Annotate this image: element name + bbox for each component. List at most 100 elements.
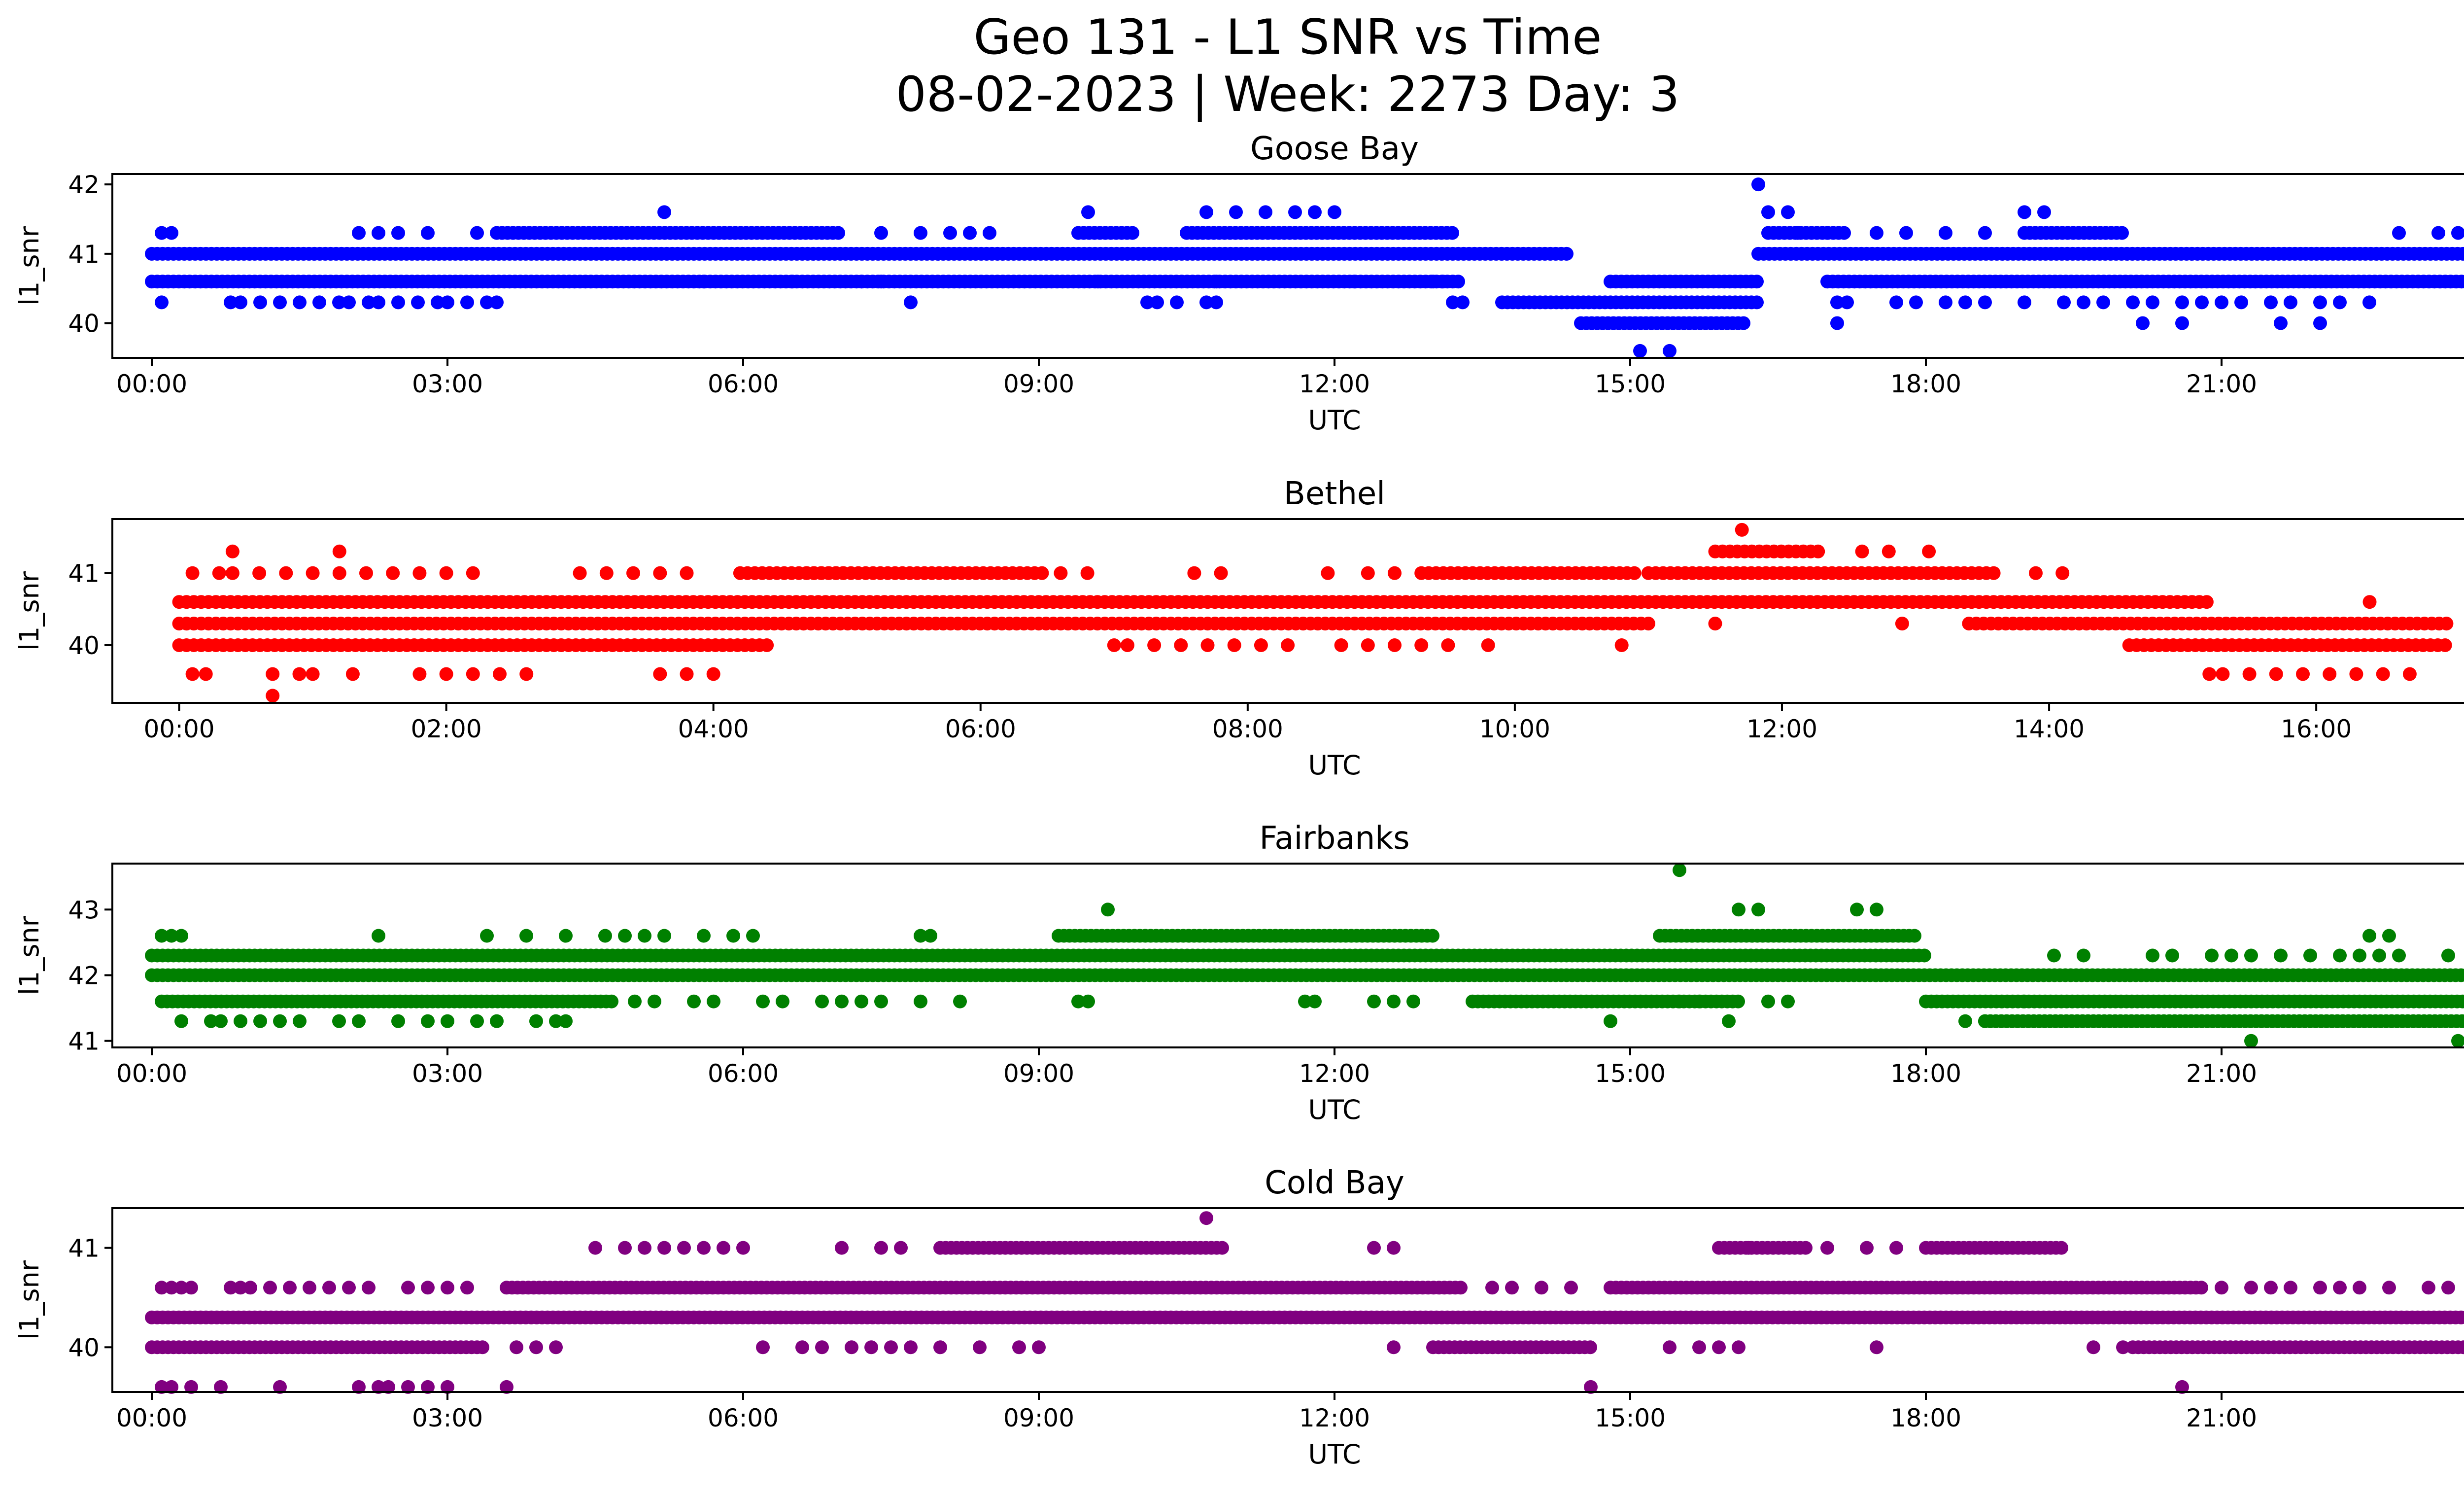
x-tick-label: 09:00 — [1003, 370, 1074, 398]
data-point — [1837, 226, 1851, 240]
data-point — [1692, 994, 1706, 1008]
data-point — [1889, 295, 1903, 310]
x-tick-label: 21:00 — [2186, 1059, 2257, 1088]
x-tick-label: 09:00 — [1003, 1059, 1074, 1088]
data-point — [466, 566, 480, 580]
data-point — [441, 1281, 454, 1295]
data-point — [2451, 226, 2464, 240]
data-point — [1732, 903, 1745, 917]
data-point — [1406, 994, 1420, 1008]
x-tick-label: 15:00 — [1595, 1404, 1666, 1432]
data-point — [1147, 638, 1162, 652]
data-point — [657, 205, 671, 219]
data-point — [2096, 295, 2110, 310]
x-tick-label: 12:00 — [1299, 1059, 1370, 1088]
data-point — [2313, 1281, 2327, 1295]
data-point — [303, 1281, 316, 1295]
data-point — [831, 226, 845, 240]
data-point — [2392, 226, 2406, 240]
data-point — [2333, 295, 2347, 310]
data-point — [372, 226, 385, 240]
data-point — [2362, 595, 2377, 609]
data-point — [1641, 617, 1655, 631]
data-point — [2244, 948, 2258, 963]
data-point — [174, 929, 188, 943]
data-point — [1441, 638, 1455, 652]
data-point — [706, 667, 720, 681]
data-point — [680, 566, 694, 580]
data-point — [225, 566, 240, 580]
data-point — [293, 1014, 307, 1028]
data-point — [1830, 316, 1844, 330]
data-point — [214, 1014, 228, 1028]
data-point — [1387, 1241, 1401, 1255]
y-tick-label: 41 — [68, 559, 100, 588]
data-point — [421, 1014, 435, 1028]
data-point — [1663, 344, 1677, 358]
data-point — [273, 295, 287, 310]
data-point — [1140, 295, 1154, 310]
data-point — [1054, 566, 1068, 580]
data-point — [2264, 1281, 2278, 1295]
data-point — [2146, 295, 2159, 310]
data-point — [638, 1241, 651, 1255]
data-point — [1387, 1340, 1401, 1355]
data-point — [2224, 948, 2238, 963]
data-point — [1732, 1340, 1745, 1355]
data-point — [266, 667, 280, 681]
data-point — [460, 1281, 474, 1295]
data-point — [638, 929, 651, 943]
data-point — [2333, 948, 2347, 963]
data-point — [2333, 1281, 2347, 1295]
data-point — [2382, 929, 2396, 943]
x-tick-label: 00:00 — [116, 1059, 187, 1088]
data-point — [1870, 226, 1883, 240]
data-point — [1361, 566, 1375, 580]
data-point — [470, 226, 484, 240]
data-point — [874, 994, 888, 1008]
data-point — [1870, 1340, 1883, 1355]
y-tick-label: 43 — [68, 896, 100, 924]
data-point — [1281, 638, 1295, 652]
panel-title: Bethel — [1284, 476, 1385, 512]
data-point — [835, 1241, 849, 1255]
data-point — [2362, 295, 2376, 310]
data-point — [466, 667, 480, 681]
data-point — [1909, 295, 1923, 310]
data-point — [1388, 638, 1402, 652]
data-point — [894, 1241, 908, 1255]
figure-title: Geo 131 - L1 SNR vs Time 08-02-2023 | We… — [0, 9, 2464, 123]
data-point — [1830, 295, 1844, 310]
x-tick-label: 21:00 — [2186, 370, 2257, 398]
data-point — [559, 1014, 573, 1028]
data-point — [598, 929, 612, 943]
data-point — [1820, 1241, 1834, 1255]
data-point — [1107, 638, 1121, 652]
panel-3: Cold Bay 00:00 03:00 06:00 09:00 12:00 15:00 18… — [14, 1165, 2464, 1470]
data-point — [1199, 295, 1213, 310]
data-point — [243, 1281, 257, 1295]
data-point — [697, 275, 711, 289]
data-point — [165, 226, 178, 240]
data-point — [2313, 295, 2327, 310]
x-tick-label: 06:00 — [708, 1404, 779, 1432]
data-point — [2372, 948, 2386, 963]
panel-2: Fairbanks 00:00 03:00 06:00 09:00 12:00 15:00 1… — [14, 820, 2464, 1125]
data-point — [914, 994, 927, 1008]
data-point — [1387, 994, 1401, 1008]
data-point — [1978, 1014, 1992, 1028]
data-point — [1895, 617, 1909, 631]
data-point — [1673, 994, 1686, 1008]
data-point — [1604, 1014, 1617, 1028]
data-point — [332, 544, 346, 558]
data-point — [835, 994, 849, 1008]
data-point — [266, 689, 280, 703]
data-point — [2353, 1281, 2366, 1295]
data-point — [480, 295, 494, 310]
data-point — [1347, 275, 1361, 289]
plot-frame — [111, 173, 2464, 359]
data-point — [2244, 1281, 2258, 1295]
data-point — [1308, 994, 1322, 1008]
data-point — [279, 566, 293, 580]
